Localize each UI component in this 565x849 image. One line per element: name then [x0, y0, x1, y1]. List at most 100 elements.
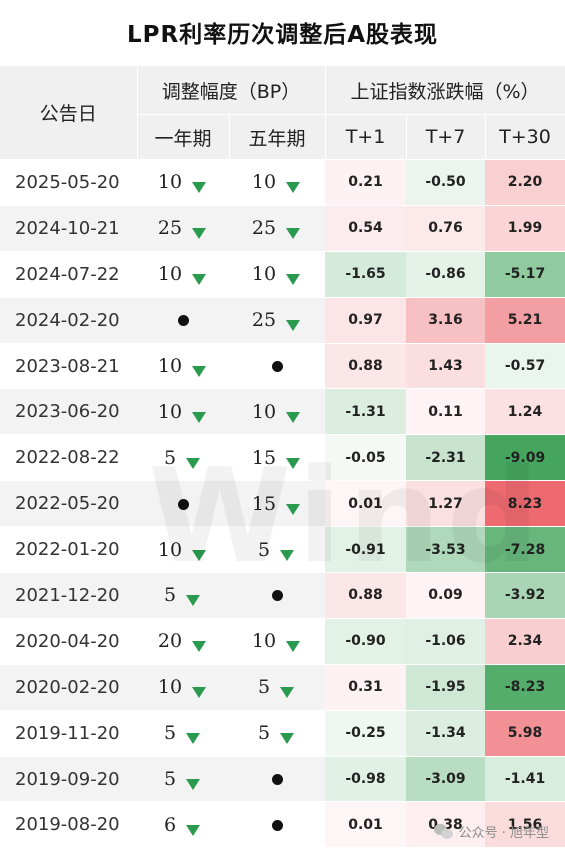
green-down-triangle-icon — [286, 457, 301, 469]
bp-value: 6 — [163, 813, 177, 836]
green-down-triangle-icon — [186, 779, 201, 791]
five-year-bp: 10 — [229, 388, 325, 436]
bp-value: 25 — [251, 309, 277, 332]
five-year-bp: 5 — [229, 526, 325, 574]
five-year-bp — [229, 343, 325, 390]
bp-value: 15 — [251, 446, 277, 469]
t7-change: -0.50 — [406, 159, 485, 206]
header-date: 公告日 — [0, 66, 138, 160]
t30-change: 5.21 — [485, 297, 565, 344]
t1-change: 0.31 — [325, 664, 406, 711]
t7-change: -3.09 — [406, 756, 485, 803]
five-year-bp: 25 — [229, 205, 325, 252]
t7-change: -2.31 — [406, 434, 485, 482]
bp-value: 10 — [251, 171, 277, 194]
bp-value: 5 — [257, 722, 271, 745]
t7-change: 0.09 — [406, 572, 485, 619]
announce-date: 2024-07-22 — [0, 251, 137, 298]
green-down-triangle-icon — [286, 182, 301, 194]
t7-change: 1.27 — [406, 480, 485, 528]
t1-change: -1.65 — [325, 251, 406, 298]
green-down-triangle-icon — [286, 503, 301, 515]
bp-value: 10 — [251, 400, 277, 423]
one-year-bp — [137, 480, 229, 528]
t1-change: -0.98 — [325, 756, 406, 803]
t1-change: 0.88 — [325, 572, 406, 619]
one-year-bp: 10 — [137, 664, 229, 711]
t30-change: -3.92 — [485, 572, 565, 619]
t7-change: 0.76 — [406, 205, 485, 252]
green-down-triangle-icon — [192, 687, 207, 699]
t1-change: -0.25 — [325, 710, 406, 757]
five-year-bp — [229, 572, 325, 619]
green-down-triangle-icon — [286, 411, 301, 423]
bp-value: 5 — [257, 538, 271, 561]
bp-value: 20 — [157, 630, 183, 653]
table-row: 2019-11-20 5 5 -0.25 -1.34 5.98 — [0, 710, 565, 757]
t1-change: 0.97 — [325, 297, 406, 344]
green-down-triangle-icon — [286, 320, 301, 332]
announce-date: 2025-05-20 — [0, 159, 137, 206]
green-down-triangle-icon — [286, 228, 301, 240]
t7-change: -1.34 — [406, 710, 485, 757]
t1-change: 0.88 — [325, 343, 406, 390]
bp-value: 10 — [157, 676, 183, 699]
table-row: 2019-08-20 6 0.01 0.38 1.56 — [0, 801, 565, 849]
table-row: 2021-12-20 5 0.88 0.09 -3.92 — [0, 572, 565, 619]
announce-date: 2020-04-20 — [0, 618, 137, 665]
green-down-triangle-icon — [280, 733, 295, 745]
one-year-bp: 20 — [137, 618, 229, 665]
t30-change: -1.41 — [485, 756, 565, 803]
bp-value: 10 — [251, 263, 277, 286]
announce-date: 2022-01-20 — [0, 526, 137, 574]
header-t30: T+30 — [485, 114, 565, 160]
t1-change: 0.01 — [325, 480, 406, 528]
table-row: 2024-10-21 25 25 0.54 0.76 1.99 — [0, 205, 565, 252]
t7-change: -0.86 — [406, 251, 485, 298]
announce-date: 2022-08-22 — [0, 434, 137, 482]
one-year-bp: 10 — [137, 526, 229, 574]
t30-change: -0.57 — [485, 343, 565, 390]
source-footer: 公众号 · 旭年型 — [433, 822, 549, 841]
green-down-triangle-icon — [280, 549, 295, 561]
black-dot-icon — [271, 590, 283, 602]
t1-change: -0.90 — [325, 618, 406, 665]
bp-value: 15 — [251, 492, 277, 515]
t7-change: 0.11 — [406, 388, 485, 436]
table-title: LPR利率历次调整后A股表现 — [126, 22, 439, 48]
t7-change: -1.06 — [406, 618, 485, 665]
green-down-triangle-icon — [286, 641, 301, 653]
header-t7: T+7 — [406, 114, 486, 160]
announce-date: 2019-11-20 — [0, 710, 137, 757]
green-down-triangle-icon — [192, 411, 207, 423]
black-dot-icon — [271, 819, 283, 831]
table-row: 2020-04-20 20 10 -0.90 -1.06 2.34 — [0, 618, 565, 665]
t7-change: -1.95 — [406, 664, 485, 711]
t30-change: -8.23 — [485, 664, 565, 711]
green-down-triangle-icon — [192, 641, 207, 653]
one-year-bp: 10 — [137, 159, 229, 206]
five-year-bp — [229, 756, 325, 803]
green-down-triangle-icon — [186, 733, 201, 745]
table-row: 2022-05-20 15 0.01 1.27 8.23 — [0, 480, 565, 528]
t30-change: 5.98 — [485, 710, 565, 757]
five-year-bp: 15 — [229, 434, 325, 482]
announce-date: 2020-02-20 — [0, 664, 137, 711]
bp-value: 10 — [251, 630, 277, 653]
table-row: 2022-01-20 10 5 -0.91 -3.53 -7.28 — [0, 526, 565, 574]
table-row: 2020-02-20 10 5 0.31 -1.95 -8.23 — [0, 664, 565, 711]
lpr-table: 公告日 调整幅度（BP） 上证指数涨跌幅（%） 一年期 五年期 T+1 T+7 … — [0, 66, 565, 849]
bp-value: 5 — [163, 584, 177, 607]
green-down-triangle-icon — [280, 687, 295, 699]
announce-date: 2019-09-20 — [0, 756, 137, 803]
t1-change: -0.05 — [325, 434, 406, 482]
five-year-bp: 5 — [229, 710, 325, 757]
five-year-bp: 5 — [229, 664, 325, 711]
one-year-bp: 6 — [137, 801, 229, 849]
bp-value: 5 — [163, 722, 177, 745]
green-down-triangle-icon — [192, 182, 207, 194]
t30-change: 8.23 — [485, 480, 565, 528]
announce-date: 2024-02-20 — [0, 297, 137, 344]
one-year-bp: 10 — [137, 388, 229, 436]
header-five-year: 五年期 — [229, 114, 326, 160]
